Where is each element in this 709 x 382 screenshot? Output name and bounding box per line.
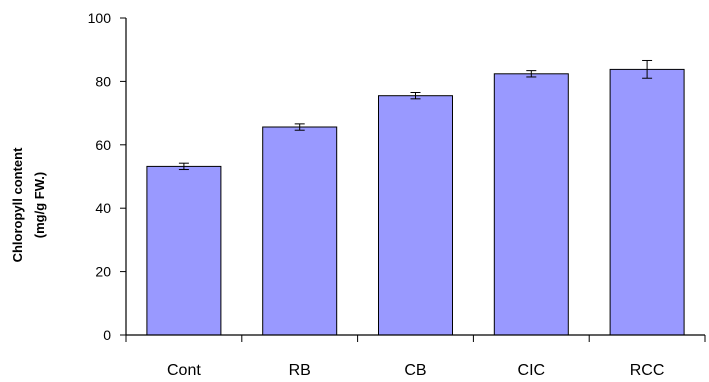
bar-rb — [262, 126, 338, 336]
error-bar-cic — [526, 70, 537, 78]
x-tick-label-cont: Cont — [167, 362, 201, 379]
x-tick-label-cb: CB — [404, 362, 426, 379]
y-tick-label-0: 0 — [103, 327, 111, 343]
bar-cont — [146, 165, 222, 336]
error-bar-cb — [410, 91, 421, 100]
y-tick-label-80: 80 — [95, 73, 111, 89]
y-tick-label-100: 100 — [88, 10, 112, 26]
y-tick-label-60: 60 — [95, 137, 111, 153]
bar-cic — [493, 73, 569, 336]
y-tick-label-40: 40 — [95, 200, 111, 216]
plot-area: Cont RB CB CIC RCC 0 20 40 60 80 100 — [88, 10, 706, 379]
x-tick-label-rb: RB — [289, 362, 311, 379]
error-bar-rcc — [642, 59, 653, 79]
bar-cb — [378, 95, 453, 336]
y-tick-label-20: 20 — [95, 264, 111, 280]
error-bar-rb — [294, 123, 305, 131]
bar-rcc — [609, 68, 685, 336]
x-tick-label-cic: CIC — [518, 362, 546, 379]
y-axis-title-line-2: (mg/g FW.) — [32, 172, 47, 238]
y-axis-title-line-1: Chloropyll content — [10, 147, 25, 263]
x-tick-label-rcc: RCC — [630, 362, 665, 379]
error-bar-cont — [178, 162, 189, 171]
